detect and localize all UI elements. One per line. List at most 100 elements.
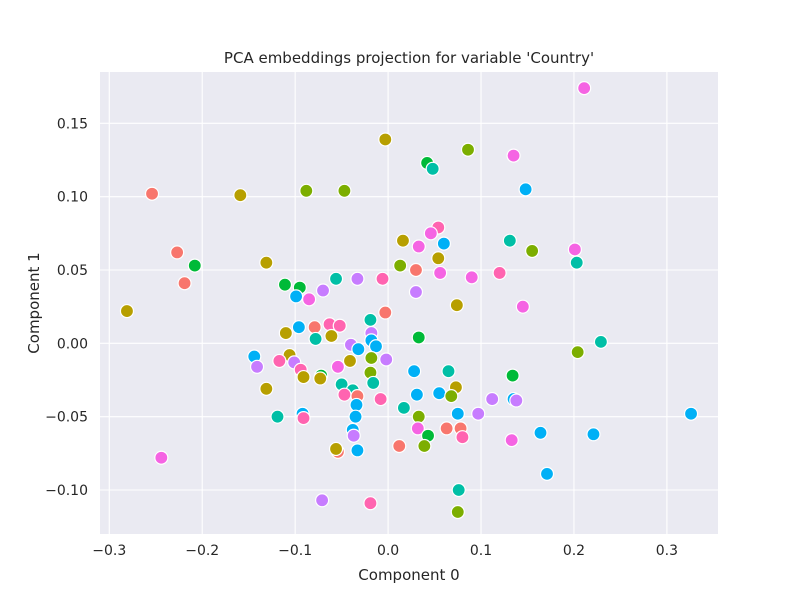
data-point (433, 265, 448, 281)
y-tick-label: −0.05 (45, 410, 88, 426)
data-point (249, 359, 265, 374)
data-point (277, 277, 293, 292)
data-point (407, 364, 422, 379)
x-tick-label: 0.3 (656, 543, 678, 559)
data-point (408, 262, 424, 278)
data-point (518, 182, 533, 197)
data-point (332, 318, 347, 333)
data-point (348, 409, 363, 424)
data-point (509, 393, 524, 408)
data-point (363, 312, 378, 327)
x-axis-label: Component 0 (358, 566, 459, 584)
data-point (363, 496, 378, 511)
data-point (315, 493, 330, 508)
data-point (299, 183, 314, 198)
data-point (177, 276, 192, 291)
data-point (346, 428, 361, 443)
data-point (423, 226, 438, 241)
data-point (525, 243, 540, 259)
x-tick-label: 0.2 (563, 543, 585, 559)
data-point (259, 381, 274, 396)
chart-title: PCA embeddings projection for variable '… (224, 49, 594, 67)
data-point (586, 427, 601, 442)
data-point (451, 482, 466, 498)
data-point (378, 305, 393, 320)
data-point (144, 186, 160, 201)
y-tick-label: 0.15 (57, 116, 88, 132)
data-point (296, 369, 311, 385)
data-point (515, 299, 530, 314)
data-point (364, 350, 379, 366)
data-point (395, 233, 411, 248)
y-tick-labels: −0.10 −0.05 0.00 0.05 0.10 0.15 (45, 116, 88, 499)
data-point (373, 391, 388, 407)
x-tick-labels: −0.3 −0.2 −0.1 0.0 0.1 0.2 0.3 (92, 543, 678, 559)
data-point (408, 284, 424, 300)
data-point (379, 352, 394, 367)
data-point (570, 345, 585, 360)
data-point (411, 330, 426, 345)
data-point (464, 270, 479, 285)
x-tick-label: −0.3 (92, 543, 126, 559)
data-point (259, 255, 274, 270)
data-point (410, 421, 425, 436)
data-point (450, 504, 465, 520)
data-point (349, 397, 364, 413)
data-point (315, 283, 331, 298)
data-point (351, 342, 366, 357)
data-point (393, 258, 408, 273)
data-point (411, 239, 426, 254)
x-tick-label: 0.1 (470, 543, 492, 559)
x-tick-label: 0.0 (377, 543, 399, 559)
data-point (533, 425, 548, 440)
data-point (502, 233, 517, 248)
data-point (450, 406, 465, 421)
data-point (417, 438, 432, 454)
data-point (328, 271, 344, 286)
data-point (504, 433, 519, 448)
data-point (392, 438, 407, 454)
data-point (328, 441, 344, 457)
data-point (432, 386, 447, 401)
data-point (431, 251, 446, 266)
data-point (342, 353, 358, 369)
data-point (378, 132, 393, 147)
data-point (330, 359, 346, 374)
data-point (270, 409, 285, 424)
data-points (119, 81, 699, 520)
data-point (439, 421, 454, 436)
data-point (492, 265, 507, 281)
data-point (441, 364, 456, 379)
plot-area (100, 72, 718, 534)
data-point (506, 148, 521, 163)
y-tick-label: 0.10 (57, 190, 88, 206)
y-tick-label: 0.00 (57, 336, 88, 352)
data-point (170, 245, 185, 260)
data-point (366, 375, 381, 391)
data-point (411, 409, 426, 424)
data-point (425, 161, 440, 176)
y-tick-label: −0.10 (45, 483, 88, 499)
data-point (485, 391, 500, 407)
data-point (449, 298, 464, 313)
data-point (444, 389, 459, 404)
data-point (569, 255, 584, 270)
data-point (272, 353, 287, 369)
data-point (308, 331, 323, 347)
data-point (187, 258, 202, 273)
data-point (375, 271, 390, 286)
data-point (567, 242, 582, 257)
data-point (278, 325, 293, 341)
data-point (350, 443, 365, 458)
data-point (154, 450, 169, 465)
data-point (683, 406, 699, 421)
data-point (460, 142, 476, 157)
data-point (368, 339, 384, 354)
data-point (409, 387, 424, 402)
data-point (505, 368, 520, 383)
data-point (593, 334, 609, 349)
data-point (119, 303, 135, 319)
y-axis-label: Component 1 (25, 252, 43, 353)
